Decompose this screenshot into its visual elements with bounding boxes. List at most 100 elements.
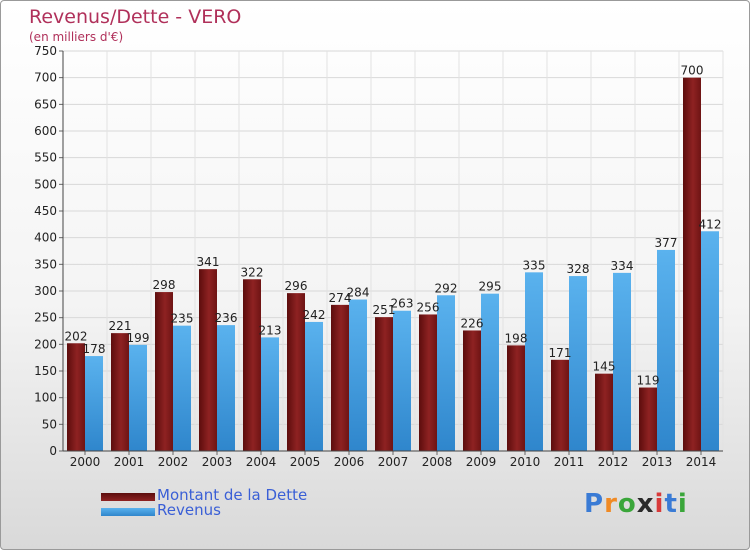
bar-revenue [261,337,279,451]
y-tick-label: 100 [34,391,57,405]
data-label-revenue: 334 [611,259,634,273]
legend-swatch-revenue [101,508,155,516]
x-tick-label: 2013 [642,455,673,469]
logo-letter: o [617,489,637,519]
data-label-revenue: 292 [435,281,458,295]
bar-revenue [701,231,719,451]
bar-revenue [173,325,191,451]
data-label-debt: 198 [505,331,528,345]
y-tick-label: 500 [34,177,57,191]
chart-title: Revenus/Dette - VERO [29,6,242,28]
legend-label-debt: Montant de la Dette [157,486,308,504]
chart-subtitle: (en milliers d'€) [29,30,124,44]
x-tick-label: 2012 [598,455,629,469]
data-label-debt: 119 [637,374,660,388]
bar-debt [507,345,525,451]
data-label-debt: 298 [153,278,176,292]
bar-debt [463,330,481,451]
bar-revenue [217,325,235,451]
x-tick-label: 2008 [422,455,453,469]
x-tick-label: 2002 [158,455,189,469]
y-tick-label: 300 [34,284,57,298]
y-tick-label: 450 [34,204,57,218]
y-tick-label: 750 [34,44,57,58]
y-tick-label: 200 [34,337,57,351]
bar-debt [331,304,349,451]
bar-revenue [481,293,499,451]
bar-debt [67,343,85,451]
data-label-debt: 171 [549,346,572,360]
axis-layer: 0 50 100 150 200 250 300 350 400 450 500 550 600 650 7… [34,44,723,469]
data-label-debt: 296 [285,279,308,293]
x-tick-label: 2000 [70,455,101,469]
bar-debt [111,333,129,451]
bar-debt [155,292,173,451]
data-label-debt: 145 [593,360,616,374]
logo-letter: i [654,489,665,519]
data-label-revenue: 242 [303,308,326,322]
x-tick-label: 2006 [334,455,365,469]
data-label-debt: 274 [329,291,352,305]
x-tick-label: 2004 [246,455,277,469]
data-label-revenue: 199 [127,331,150,345]
bar-revenue [85,356,103,451]
bar-revenue [569,276,587,451]
y-tick-label: 650 [34,97,57,111]
bar-layer [67,77,719,452]
x-tick-label: 2007 [378,455,409,469]
x-tick-label: 2001 [114,455,145,469]
data-label-revenue: 412 [699,217,722,231]
bar-revenue [657,249,675,451]
data-label-revenue: 213 [259,323,282,337]
logo-letter: t [664,489,678,519]
legend-label-revenue: Revenus [157,501,221,519]
y-tick-label: 150 [34,364,57,378]
data-label-debt: 226 [461,316,484,330]
proxiti-logo: Proxiti [584,489,688,519]
data-label-debt: 341 [197,255,220,269]
bar-revenue [129,344,147,451]
bar-revenue [393,310,411,451]
x-tick-label: 2009 [466,455,497,469]
y-tick-label: 400 [34,231,57,245]
bar-revenue [525,272,543,451]
y-tick-label: 700 [34,71,57,85]
bar-debt [243,279,261,451]
data-label-revenue: 328 [567,262,590,276]
logo-letter: x [636,489,655,519]
bar-revenue [437,295,455,451]
data-label-revenue: 235 [171,312,194,326]
x-tick-label: 2003 [202,455,233,469]
bar-debt [683,77,701,452]
y-tick-label: 600 [34,124,57,138]
data-label-revenue: 295 [479,280,502,294]
data-label-debt: 700 [681,64,704,78]
data-label-debt: 202 [65,329,88,343]
bar-revenue [305,321,323,451]
y-tick-label: 250 [34,311,57,325]
label-layer: 2021782211992982353412363222132962422742… [65,64,722,388]
data-label-debt: 221 [109,319,132,333]
legend-swatch-debt [101,493,155,501]
y-tick-label: 0 [49,444,57,458]
bar-revenue [349,299,367,451]
bar-debt [199,269,217,451]
y-tick-label: 550 [34,151,57,165]
y-tick-label: 50 [42,417,57,431]
data-label-debt: 256 [417,300,440,314]
data-label-debt: 251 [373,303,396,317]
x-tick-label: 2014 [686,455,717,469]
logo-letter: r [604,489,618,519]
x-tick-label: 2010 [510,455,541,469]
data-label-revenue: 178 [83,342,106,356]
bar-debt [595,373,613,451]
data-label-revenue: 377 [655,236,678,250]
bar-debt [287,293,305,451]
logo-letter: i [677,489,688,519]
data-label-revenue: 236 [215,311,238,325]
logo-letter: P [584,489,605,519]
bar-debt [551,359,569,451]
x-tick-label: 2005 [290,455,321,469]
